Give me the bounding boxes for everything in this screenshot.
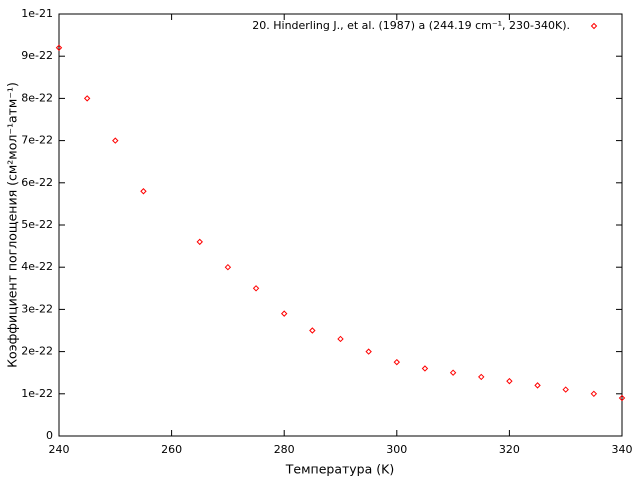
y-tick-label: 8e-22 [21, 91, 53, 104]
point [421, 365, 429, 372]
legend-marker [590, 22, 598, 30]
plot-border [58, 13, 623, 437]
point [365, 348, 372, 355]
point [196, 238, 203, 246]
x-tick-label: 280 [274, 443, 295, 456]
point [55, 44, 63, 51]
legend-label: 20. Hinderling J., et al. (1987) a (244.… [252, 19, 570, 32]
point [224, 263, 232, 271]
point [618, 394, 626, 402]
x-tick-label: 340 [612, 443, 633, 456]
point [252, 285, 260, 292]
point [112, 137, 119, 144]
y-axis-title: Коэффициент поглощения (см²мол⁻¹атм⁻¹) [5, 82, 20, 368]
point [506, 377, 513, 385]
y-tick-label: 9e-22 [21, 49, 53, 62]
point [590, 390, 598, 398]
point [534, 382, 541, 389]
x-axis-title: Температура (K) [285, 462, 394, 477]
y-tick-label: 1e-22 [21, 387, 53, 400]
x-tick-label: 240 [49, 443, 70, 456]
y-tick-label: 0 [46, 429, 53, 442]
y-tick-label: 4e-22 [21, 260, 53, 273]
point [140, 188, 147, 195]
point [280, 310, 288, 317]
x-tick-label: 260 [161, 443, 182, 456]
y-tick-label: 1e-21 [21, 7, 53, 20]
point [478, 373, 485, 381]
y-tick-label: 6e-22 [21, 176, 53, 189]
point [449, 369, 457, 376]
point [337, 335, 344, 343]
point [309, 327, 316, 334]
y-tick-label: 7e-22 [21, 134, 53, 147]
point [83, 95, 91, 102]
y-tick-label: 3e-22 [21, 302, 53, 315]
y-tick-label: 5e-22 [21, 218, 53, 231]
point [393, 358, 401, 366]
point [562, 386, 569, 393]
x-tick-label: 320 [499, 443, 520, 456]
x-tick-label: 300 [386, 443, 407, 456]
y-tick-label: 2e-22 [21, 345, 53, 358]
